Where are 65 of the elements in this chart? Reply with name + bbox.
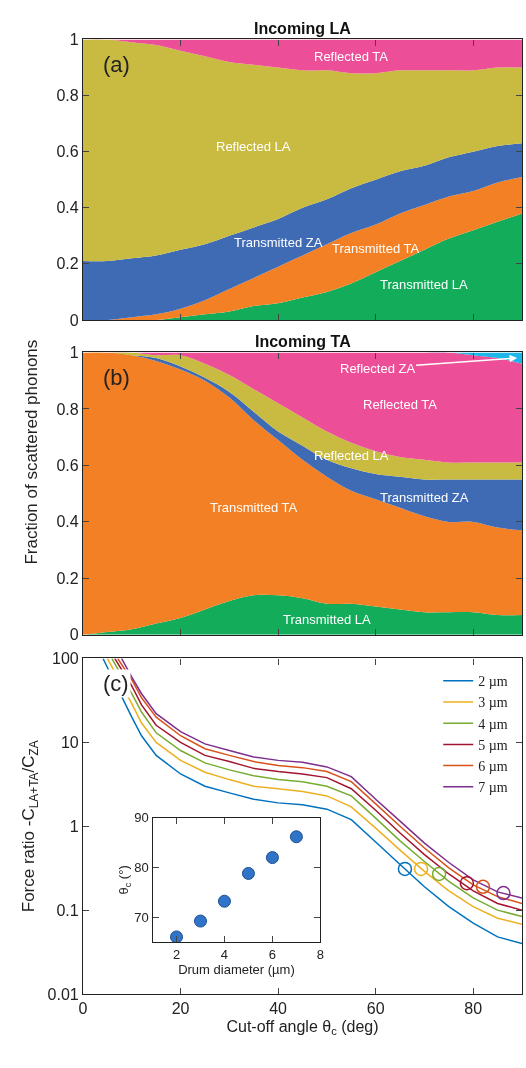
y-tick-label: 0.4 [56, 513, 79, 531]
y-tick-label: 0.01 [47, 985, 79, 1003]
x-tick-label: 2 [172, 946, 181, 962]
point [289, 830, 303, 844]
chart-title: Incoming LA [254, 20, 352, 37]
series-label: Transmitted TA [332, 241, 420, 256]
y-tick-label: 0.4 [56, 199, 79, 217]
y-tick-label: 100 [52, 650, 79, 668]
x-tick-label: 20 [171, 1000, 190, 1018]
y-axis-title: Fraction of scattered phonons [22, 339, 42, 565]
series-label: Reflected TA [314, 49, 389, 64]
point [265, 851, 279, 865]
annotation: (b) [103, 365, 130, 390]
legend-label: 7 µm [478, 780, 508, 796]
series-label: Transmitted ZA [380, 490, 469, 505]
chart-title: Incoming TA [255, 333, 352, 350]
point [193, 914, 207, 928]
y-tick-label: 1 [69, 344, 79, 362]
point [397, 861, 413, 877]
series-label: Reflected LA [216, 139, 291, 154]
y-tick-label: 0.8 [56, 87, 79, 105]
annotation: (a) [103, 52, 130, 77]
legend-label: 4 µm [478, 716, 508, 732]
series-label: Transmitted ZA [234, 235, 323, 250]
legend-label: 3 µm [478, 695, 508, 711]
y-tick-label: 0.2 [56, 569, 79, 587]
y-tick-label: 0.6 [56, 143, 79, 161]
point [217, 894, 231, 908]
legend-label: 5 µm [478, 737, 508, 753]
y-tick-label: 0.6 [56, 457, 79, 474]
y-tick-label: 1 [69, 31, 79, 49]
x-axis-title: Drum diameter (µm) [178, 962, 295, 978]
x-tick-label: 40 [269, 1000, 288, 1018]
annotation: (c) [103, 671, 129, 696]
y-tick-label: 0.2 [56, 255, 79, 273]
x-tick-label: 80 [464, 1000, 483, 1018]
series-label: Reflected ZA [340, 361, 416, 376]
x-tick-label: 4 [220, 946, 229, 962]
point [170, 930, 183, 942]
x-tick-label: 8 [316, 946, 324, 962]
series-label: Transmitted LA [283, 612, 371, 627]
y-tick-label: 10 [60, 733, 79, 751]
point [413, 861, 429, 877]
point [431, 866, 447, 882]
y-tick-label: 0 [69, 311, 79, 329]
series-label: Transmitted LA [380, 277, 468, 292]
legend-label: 2 µm [478, 674, 508, 690]
point [241, 866, 255, 880]
y-tick-label: 0.1 [56, 901, 79, 919]
y-tick-label: 1 [69, 817, 79, 835]
point [475, 879, 491, 895]
y-tick-label: 80 [134, 860, 149, 876]
y-tick-label: 70 [134, 909, 149, 925]
point [459, 875, 475, 891]
x-tick-label: 60 [366, 1000, 385, 1018]
y-tick-label: 0.8 [56, 400, 79, 418]
x-axis-title: Cut-off angle θ$_{c}$ (deg) [226, 1018, 379, 1038]
series-label: Transmitted TA [210, 500, 298, 515]
legend-label: 6 µm [478, 759, 508, 775]
series-label: Reflected LA [314, 448, 389, 463]
y-tick-label: 0 [69, 626, 79, 644]
point [496, 885, 511, 901]
x-tick-label: 6 [268, 946, 277, 962]
y-tick-label: 90 [134, 810, 149, 826]
series-label: Reflected TA [363, 397, 438, 412]
